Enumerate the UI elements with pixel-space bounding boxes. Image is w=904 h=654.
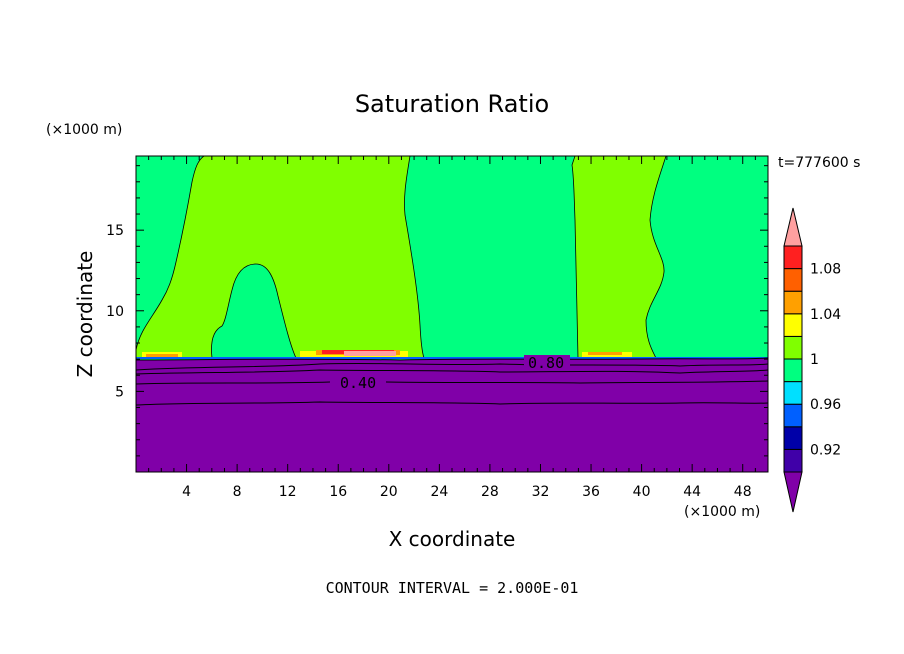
colorbar: 0.92 0.96 1 1.04 1.08 xyxy=(783,207,841,513)
streak-pink-mid xyxy=(344,351,396,356)
colorbar-band xyxy=(783,245,803,270)
x-tick-label: 24 xyxy=(430,484,448,500)
contour-line-lower xyxy=(136,401,768,406)
contour-line-upper xyxy=(136,362,768,371)
region-moist-left xyxy=(136,156,425,359)
y-axis: 5 10 15 xyxy=(106,165,768,457)
colorbar-band xyxy=(783,268,803,292)
colorbar-band xyxy=(783,381,803,405)
y-unit-label: (×1000 m) xyxy=(46,122,122,138)
contour-interval-footer: CONTOUR INTERVAL = 2.000E-01 xyxy=(326,579,579,597)
colorbar-tick-label: 0.92 xyxy=(810,442,841,458)
time-label: t=777600 s xyxy=(778,155,860,171)
colorbar-band xyxy=(783,313,803,337)
colorbar-band xyxy=(783,448,803,473)
streak-orange-right xyxy=(588,352,622,355)
contour-label-040: 0.40 xyxy=(340,374,376,392)
region-cavity xyxy=(211,263,297,359)
colorbar-over-arrow xyxy=(783,207,803,247)
streak-orange-left xyxy=(146,354,178,357)
x-tick-label: 44 xyxy=(683,484,701,500)
colorbar-band xyxy=(783,290,803,315)
x-axis: 4 8 12 16 20 24 28 32 36 40 44 48 xyxy=(148,156,756,500)
contour-label-080: 0.80 xyxy=(528,354,564,372)
colorbar-band xyxy=(783,335,803,360)
surface-streaks xyxy=(136,350,768,359)
colorbar-tick-label: 1.04 xyxy=(810,307,841,323)
colorbar-band xyxy=(783,426,803,450)
colorbar-band xyxy=(783,358,803,383)
y-tick-label: 10 xyxy=(106,304,124,320)
x-tick-label: 48 xyxy=(734,484,752,500)
x-tick-label: 20 xyxy=(380,484,398,500)
x-tick-label: 40 xyxy=(633,484,651,500)
x-tick-label: 8 xyxy=(233,484,242,500)
colorbar-tick-label: 1.08 xyxy=(810,262,841,278)
x-tick-label: 36 xyxy=(582,484,600,500)
y-axis-label: Z coordinate xyxy=(73,251,97,378)
plot-area: 0.80 0.40 xyxy=(136,156,768,472)
contour-line-040 xyxy=(136,380,768,385)
x-axis-label: X coordinate xyxy=(389,527,516,551)
y-tick-label: 5 xyxy=(115,384,124,400)
x-tick-label: 16 xyxy=(329,484,347,500)
colorbar-tick-label: 0.96 xyxy=(810,397,841,413)
region-moist-right xyxy=(571,156,667,359)
colorbar-under-arrow xyxy=(783,471,803,513)
x-tick-label: 32 xyxy=(532,484,550,500)
x-tick-label: 4 xyxy=(182,484,191,500)
chart-title: Saturation Ratio xyxy=(355,90,549,118)
x-tick-label: 12 xyxy=(279,484,297,500)
y-tick-label: 15 xyxy=(106,223,124,239)
x-tick-label: 28 xyxy=(481,484,499,500)
colorbar-band xyxy=(783,403,803,428)
colorbar-tick-label: 1 xyxy=(810,352,819,368)
streak-blue xyxy=(136,357,768,359)
label-bg-080 xyxy=(524,355,570,369)
region-dry-layer xyxy=(136,357,768,472)
contour-line-080 xyxy=(136,369,768,375)
x-unit-label: (×1000 m) xyxy=(684,504,760,520)
